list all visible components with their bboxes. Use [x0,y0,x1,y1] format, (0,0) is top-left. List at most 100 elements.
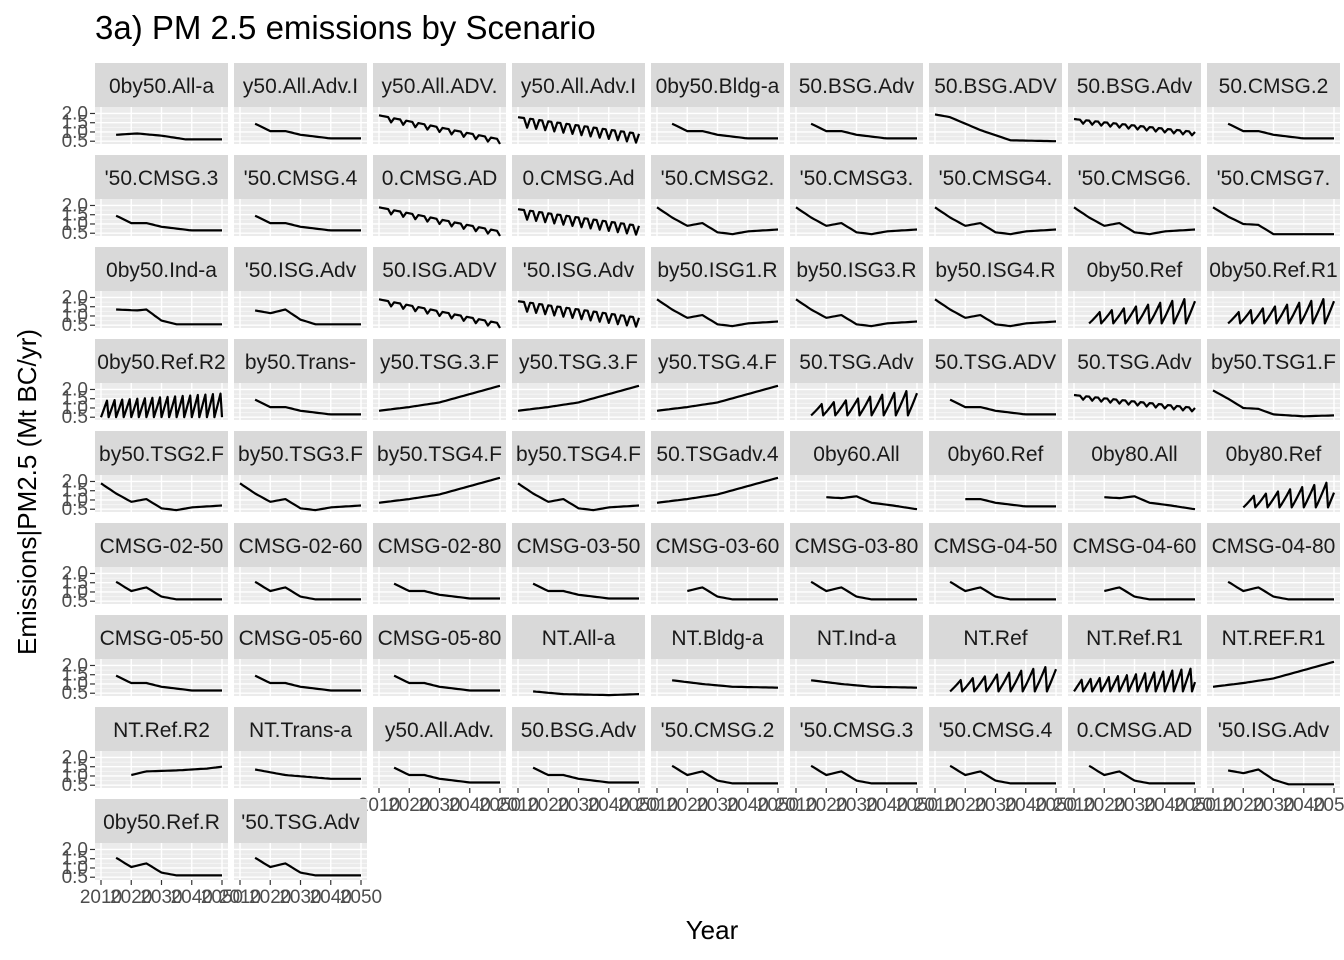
facet-strip-label: y50.All.Adv.I [243,75,358,98]
facet-strip-label: 0by50.Ind-a [106,259,217,282]
series-line [378,114,501,145]
facet-panel: 0by50.Ref.R2 0.51.01.52.0 [62,339,228,428]
series-line [1073,117,1196,137]
x-tick-label: 2010 [219,887,261,908]
y-tick-label: 1.5 [62,481,88,502]
facet-panel: by50.TSG2.F 0.51.01.52.0 [62,431,228,520]
facet-strip-label: '50.ISG.Adv [523,259,635,282]
x-tick-label: 2020 [388,795,430,816]
strip-background [1068,155,1201,199]
facet-strip-label: 0by50.Ref.R1 [1209,259,1337,282]
x-tick-label: 2040 [171,887,213,908]
facet-strip-label: '50.CMSG6. [1078,167,1192,190]
series-line [1227,768,1334,786]
facet-panel: 50.CMSG.2 [1207,63,1340,144]
x-tick-label: 2020 [527,795,569,816]
x-tick-label: 2040 [727,795,769,816]
series-line [100,482,223,512]
facet-panel: NT.Trans-a [234,707,367,788]
series-line [532,690,640,697]
strip-background [234,247,367,291]
facet-panel: 0by50.All-a 0.51.01.52.0 [62,63,228,152]
x-tick-label: 2030 [974,795,1016,816]
facet-panel: 0by50.Ind-a 0.51.01.52.0 [62,247,228,336]
y-tick-label: 1.5 [62,757,88,778]
facet-panel: y50.All.Adv.I [512,63,645,144]
series-line [378,206,501,237]
facet-panel: CMSG-03-60 [651,523,784,604]
series-line [810,390,919,417]
x-tick-label: 2010 [497,795,539,816]
strip-background [1068,707,1201,751]
strip-background [234,339,367,383]
facet-panel: 0by80.All [1068,431,1201,512]
facet-panel: CMSG-02-50 0.51.01.52.0 [62,523,228,612]
series-line [254,580,361,601]
facet-strip-label: 0by80.Ref [1226,443,1322,466]
facet-panel: 0by60.Ref [929,431,1062,512]
facet-strip-label: 50.TSG.Adv [799,351,914,374]
strip-background [929,339,1062,383]
facet-strip-label: CMSG-05-50 [100,627,224,650]
x-tick-label: 2020 [249,887,291,908]
facet-strip-label: CMSG-02-80 [378,535,502,558]
strip-background [95,707,228,751]
series-line [116,132,222,141]
strip-background [1068,339,1201,383]
x-tick-label: 2040 [310,887,352,908]
x-tick-label: 2020 [944,795,986,816]
x-tick-label: 2040 [1144,795,1186,816]
series-line [393,766,500,784]
facet-panel: CMSG-02-60 [234,523,367,604]
strip-background [373,431,506,475]
y-tick-label: 1.0 [62,490,88,511]
facet-panel: by50.TSG4.F [373,431,506,512]
y-tick-label: 0.5 [62,223,88,244]
facet-strip-label: by50.TSG1.F [1211,351,1336,374]
facet-panel: by50.Trans- [234,339,367,420]
facet-panel: CMSG-05-50 0.51.01.52.0 [62,615,228,704]
strip-background [373,155,506,199]
y-tick-label: 0.5 [62,775,88,796]
series-line [254,856,361,877]
strip-background [929,615,1062,659]
facet-panel: y50.All.Adv.I [234,63,367,144]
facet-strip-label: NT.Ref.R1 [1086,627,1183,650]
strip-background [512,707,645,751]
facet-strip-label: 50.TSGadv.4 [656,443,778,466]
strip-background [234,707,367,751]
strip-background [234,63,367,107]
series-line [517,116,641,144]
facet-strip-label: NT.REF.R1 [1222,627,1326,650]
strip-background [1207,523,1340,567]
series-line [1073,206,1196,236]
facet-panel: '50.CMSG4. [929,155,1062,236]
x-tick-label: 2020 [666,795,708,816]
series-line [795,206,918,236]
facet-panel: 0.CMSG.Ad [512,155,645,236]
y-tick-label: 0.5 [62,499,88,520]
facet-strip-label: '50.CMSG.3 [105,167,219,190]
x-tick-label: 2050 [479,795,521,816]
facet-panel: by50.TSG3.F [234,431,367,512]
x-tick-label: 2010 [1053,795,1095,816]
facet-strip-label: '50.CMSG.2 [661,719,775,742]
series-line [1073,667,1197,693]
facet-strip-label: 50.BSG.Adv [1077,75,1193,98]
series-line [1227,122,1334,140]
facet-strip-label: by50.ISG1.R [657,259,777,282]
series-line [1227,580,1334,601]
strip-background [651,707,784,751]
y-tick-label: 2.0 [62,287,88,308]
y-tick-label: 2.0 [62,839,88,860]
series-line [1104,586,1195,601]
strip-background [1207,247,1340,291]
facet-strip-label: CMSG-04-80 [1212,535,1336,558]
facet-panel: 0by80.Ref [1207,431,1340,512]
series-line [934,113,1056,143]
facet-strip-label: NT.Ref [963,627,1027,650]
strip-background [373,615,506,659]
y-tick-label: 1.0 [62,306,88,327]
series-line [671,764,778,785]
